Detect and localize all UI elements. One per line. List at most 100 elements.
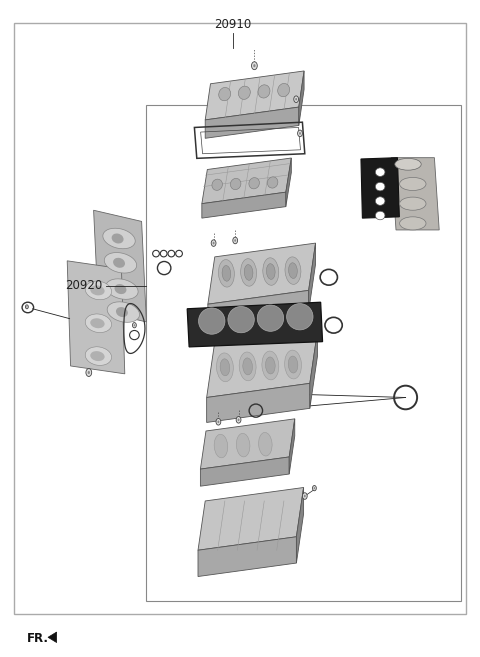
Ellipse shape: [285, 257, 301, 284]
Ellipse shape: [244, 265, 253, 281]
Polygon shape: [391, 158, 439, 230]
Ellipse shape: [228, 307, 254, 333]
Ellipse shape: [258, 85, 270, 98]
Polygon shape: [299, 71, 304, 125]
Polygon shape: [297, 487, 304, 563]
Ellipse shape: [214, 434, 228, 458]
Ellipse shape: [267, 177, 278, 188]
Ellipse shape: [375, 197, 385, 206]
Circle shape: [294, 96, 299, 102]
Polygon shape: [310, 331, 318, 408]
Ellipse shape: [85, 347, 111, 365]
Ellipse shape: [113, 258, 125, 268]
Ellipse shape: [222, 265, 231, 281]
Ellipse shape: [236, 434, 250, 457]
Ellipse shape: [265, 357, 275, 374]
Circle shape: [88, 371, 90, 374]
Ellipse shape: [112, 233, 123, 244]
Circle shape: [213, 242, 215, 244]
Ellipse shape: [278, 83, 289, 97]
Ellipse shape: [263, 258, 279, 285]
Ellipse shape: [375, 183, 385, 191]
Text: 20920: 20920: [65, 279, 103, 292]
Ellipse shape: [216, 353, 233, 382]
Ellipse shape: [239, 86, 250, 99]
Ellipse shape: [239, 352, 256, 381]
Circle shape: [252, 62, 257, 70]
Polygon shape: [200, 419, 295, 469]
Ellipse shape: [399, 177, 426, 191]
Circle shape: [298, 130, 302, 137]
Ellipse shape: [212, 179, 222, 191]
Ellipse shape: [220, 359, 230, 376]
Ellipse shape: [199, 308, 225, 334]
Circle shape: [302, 493, 307, 499]
Ellipse shape: [287, 304, 313, 330]
Ellipse shape: [106, 279, 138, 300]
Ellipse shape: [115, 284, 126, 294]
Ellipse shape: [240, 259, 256, 286]
Ellipse shape: [288, 263, 297, 279]
Polygon shape: [289, 419, 295, 474]
Polygon shape: [286, 158, 291, 207]
Circle shape: [304, 495, 306, 497]
Circle shape: [238, 419, 240, 421]
Ellipse shape: [395, 158, 421, 170]
Polygon shape: [187, 302, 323, 347]
Ellipse shape: [90, 285, 105, 296]
Circle shape: [86, 369, 92, 376]
Ellipse shape: [243, 358, 252, 375]
Circle shape: [217, 420, 219, 423]
Polygon shape: [198, 537, 297, 577]
Polygon shape: [207, 383, 310, 422]
Ellipse shape: [249, 177, 259, 189]
Ellipse shape: [288, 356, 298, 373]
Ellipse shape: [219, 87, 231, 101]
Bar: [146, 105, 461, 601]
Circle shape: [312, 486, 316, 491]
Ellipse shape: [285, 350, 301, 379]
Ellipse shape: [90, 351, 105, 361]
Polygon shape: [198, 487, 304, 551]
Ellipse shape: [259, 432, 272, 456]
Polygon shape: [207, 331, 318, 397]
Circle shape: [233, 237, 238, 244]
Ellipse shape: [90, 318, 105, 328]
Polygon shape: [205, 71, 304, 120]
Circle shape: [295, 98, 297, 101]
Ellipse shape: [107, 302, 140, 323]
Ellipse shape: [85, 281, 111, 300]
Polygon shape: [208, 243, 315, 304]
Ellipse shape: [116, 307, 128, 317]
Text: 20910: 20910: [214, 18, 252, 32]
Ellipse shape: [399, 217, 426, 230]
Circle shape: [313, 487, 315, 489]
Ellipse shape: [85, 314, 111, 332]
Ellipse shape: [399, 197, 426, 210]
Ellipse shape: [375, 212, 385, 220]
Polygon shape: [205, 107, 299, 139]
Polygon shape: [48, 632, 57, 643]
Polygon shape: [202, 158, 291, 204]
Polygon shape: [309, 243, 315, 311]
Ellipse shape: [104, 252, 137, 273]
Polygon shape: [94, 210, 146, 322]
Ellipse shape: [266, 263, 275, 279]
Ellipse shape: [103, 228, 135, 249]
Ellipse shape: [262, 351, 279, 380]
Polygon shape: [200, 457, 289, 486]
Circle shape: [216, 419, 221, 425]
Circle shape: [236, 417, 241, 423]
Circle shape: [26, 306, 27, 307]
Polygon shape: [208, 290, 309, 325]
Circle shape: [234, 239, 236, 242]
Ellipse shape: [230, 179, 241, 190]
Ellipse shape: [218, 260, 234, 287]
Ellipse shape: [375, 168, 385, 177]
Polygon shape: [361, 158, 399, 218]
Circle shape: [253, 64, 255, 67]
Circle shape: [25, 305, 28, 309]
Polygon shape: [67, 261, 125, 374]
Circle shape: [299, 132, 301, 135]
Text: FR.: FR.: [26, 632, 48, 645]
